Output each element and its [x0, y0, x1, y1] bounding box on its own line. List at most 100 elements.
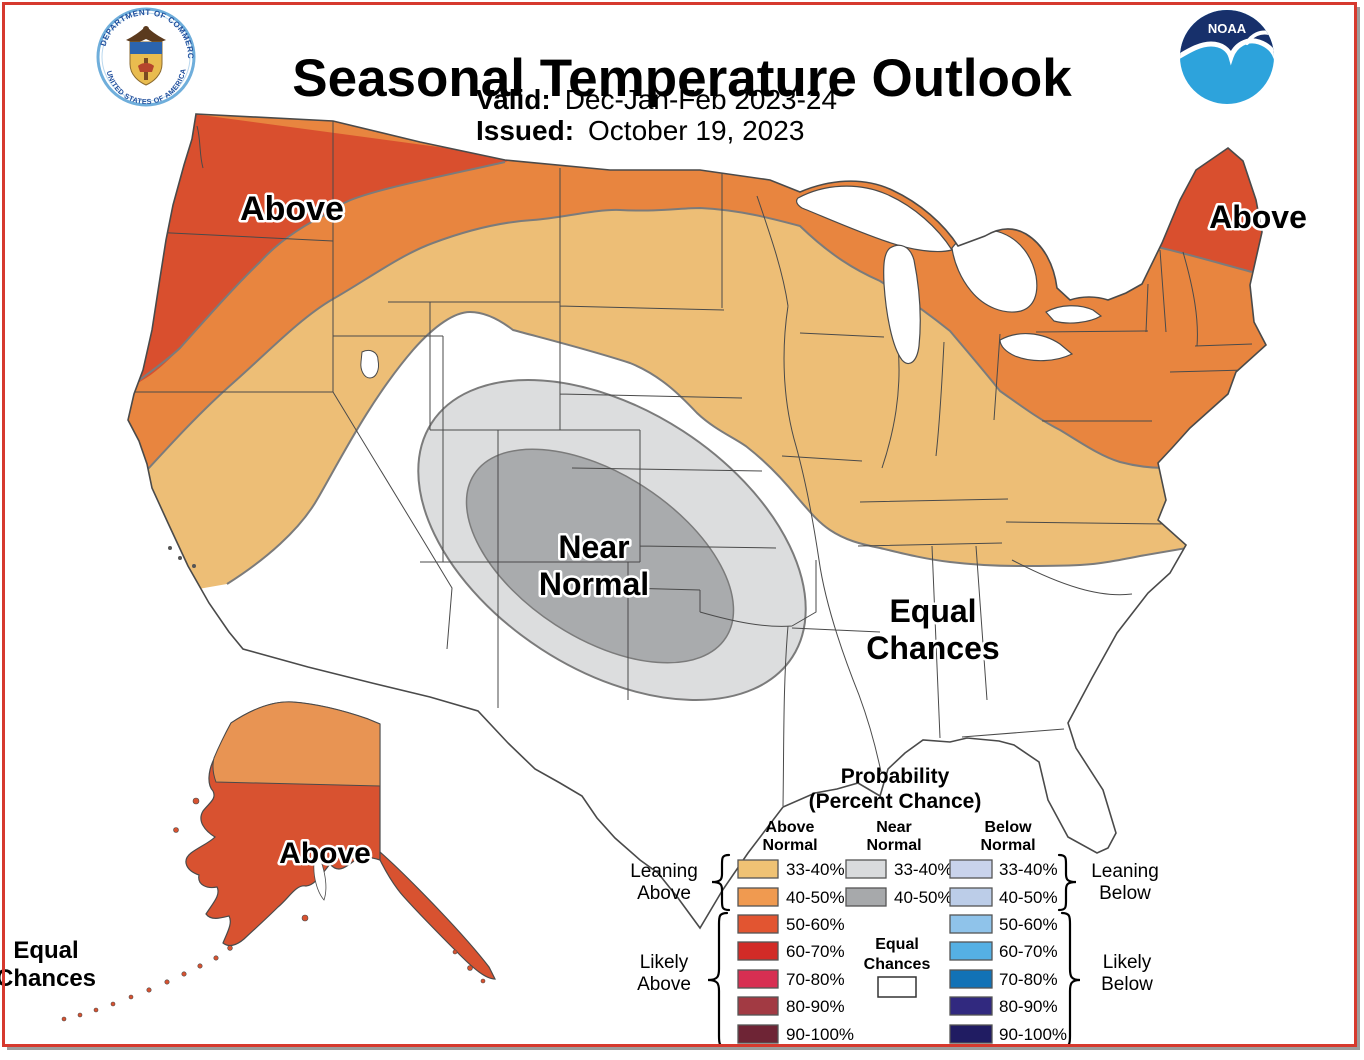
label-equal-chances-se-line1: Equal [889, 593, 976, 629]
region-above-50-60-maine [1122, 114, 1266, 272]
alaska-inset [61, 701, 496, 1022]
legend: Probability (Percent Chance) Above Norma… [630, 765, 1159, 1049]
valid-value: Dec-Jan-Feb 2023-24 [564, 84, 838, 115]
above-range-5: 80-90% [786, 997, 845, 1016]
label-near-normal-line2: Normal [539, 566, 649, 602]
above-range-1: 40-50% [786, 888, 845, 907]
valid-issued-block: Valid: Dec-Jan-Feb 2023-24 Issued: October… [476, 84, 837, 146]
legend-likely-above-line1: Likely [640, 952, 689, 973]
swatch-above-33-40 [737, 859, 779, 879]
swatch-above-70-80 [737, 969, 779, 989]
lake-ontario [1045, 305, 1103, 324]
legend-equal-line2: Chances [864, 956, 931, 973]
swatch-below-90-100 [949, 1024, 993, 1044]
us-outline [127, 113, 1267, 930]
region-above-50-60-nw [128, 114, 520, 410]
issued-label: Issued: [476, 115, 575, 146]
swatch-below-70-80 [949, 969, 993, 989]
great-salt-lake [360, 349, 379, 379]
label-above-northwest: Above [240, 190, 344, 228]
issued-value: October 19, 2023 [588, 115, 805, 146]
lake-superior [796, 185, 953, 253]
below-range-5: 80-90% [999, 997, 1058, 1016]
label-above-northeast: Above [1209, 199, 1307, 235]
brace-likely-below [1060, 911, 1081, 1049]
brace-leaning-above [711, 853, 731, 912]
swatch-below-80-90 [949, 996, 993, 1016]
below-range-6: 90-100% [999, 1025, 1067, 1044]
valid-label: Valid: [476, 84, 551, 115]
noaa-gull-icon [1180, 38, 1274, 66]
below-range-2: 50-60% [999, 915, 1058, 934]
swatch-equal-chances [877, 976, 917, 998]
below-range-3: 60-70% [999, 942, 1058, 961]
legend-col-near-line1: Near [876, 819, 912, 836]
legend-col-near-line2: Normal [866, 837, 921, 854]
aleutian-islands [61, 797, 486, 1022]
page-title: Seasonal Temperature Outlook [292, 48, 1072, 108]
above-range-3: 60-70% [786, 942, 845, 961]
issued-row: Issued: October 19, 2023 [476, 115, 837, 146]
below-range-0: 33-40% [999, 860, 1058, 879]
label-equal-chances-sw-line1: Equal [13, 937, 78, 964]
swatch-near-40-50 [845, 887, 887, 907]
label-equal-chances-sw-line2: Chances [0, 965, 96, 992]
alaska-panhandle [379, 850, 496, 980]
great-lakes [796, 185, 1103, 365]
near-range-0: 33-40% [894, 860, 953, 879]
legend-col-above-line2: Normal [762, 837, 817, 854]
swatch-below-60-70 [949, 941, 993, 961]
brace-leaning-below [1057, 853, 1077, 912]
legend-near-column [845, 859, 887, 907]
legend-col-below-line2: Normal [980, 837, 1035, 854]
band-boundaries [129, 161, 1263, 585]
region-near-normal-40-50 [465, 448, 735, 664]
legend-col-above-line1: Above [766, 819, 815, 836]
valid-row: Valid: Dec-Jan-Feb 2023-24 [476, 84, 837, 115]
above-range-4: 70-80% [786, 970, 845, 989]
brace-likely-above [707, 911, 729, 1049]
legend-equal-line1: Equal [875, 936, 919, 953]
above-range-0: 33-40% [786, 860, 845, 879]
legend-leaning-below-line2: Below [1099, 883, 1151, 904]
legend-likely-above-line2: Above [637, 974, 691, 995]
commerce-seal: DEPARTMENT OF COMMERCE UNITED STATES OF … [94, 6, 196, 107]
near-range-1: 40-50% [894, 888, 953, 907]
channel-islands [168, 546, 196, 568]
alaska-north-band [212, 701, 381, 787]
label-equal-chances-se-line2: Chances [866, 630, 999, 666]
lake-huron [951, 229, 1038, 313]
label-above-alaska: Above [279, 837, 371, 870]
swatch-below-40-50 [949, 887, 993, 907]
swatch-above-50-60 [737, 914, 779, 934]
legend-col-below-line1: Below [984, 819, 1032, 836]
legend-leaning-above-line2: Above [637, 883, 691, 904]
swatch-below-50-60 [949, 914, 993, 934]
legend-leaning-below-line1: Leaning [1091, 861, 1159, 882]
state-boundaries [134, 121, 1253, 807]
above-range-6: 90-100% [786, 1025, 854, 1044]
below-range-4: 70-80% [999, 970, 1058, 989]
legend-likely-below-line2: Below [1101, 974, 1153, 995]
swatch-above-80-90 [737, 996, 779, 1016]
swatch-above-60-70 [737, 941, 779, 961]
legend-likely-below-line1: Likely [1103, 952, 1152, 973]
swatch-below-33-40 [949, 859, 993, 879]
swatch-near-33-40 [845, 859, 887, 879]
puget-sound [196, 125, 204, 169]
legend-above-column [737, 859, 779, 1044]
legend-title-line1: Probability [841, 765, 950, 788]
lake-michigan [883, 244, 921, 365]
seal-eagle-icon [126, 26, 166, 43]
swatch-above-40-50 [737, 887, 779, 907]
below-range-1: 40-50% [999, 888, 1058, 907]
lake-erie [999, 333, 1074, 362]
noaa-logo: NOAA [1180, 10, 1274, 104]
noaa-logo-text: NOAA [1208, 21, 1247, 36]
legend-leaning-above-line1: Leaning [630, 861, 698, 882]
cook-inlet [313, 857, 327, 901]
legend-below-column [949, 859, 993, 1044]
label-near-normal-line1: Near [558, 529, 629, 565]
swatch-above-90-100 [737, 1024, 779, 1044]
